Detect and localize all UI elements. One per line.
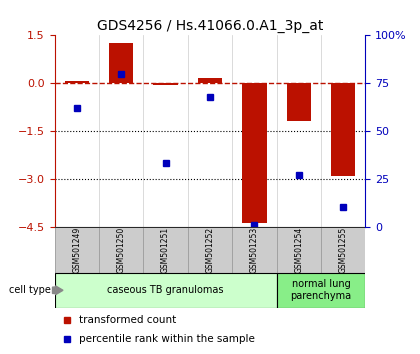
Bar [188,227,232,273]
Bar [331,83,355,176]
Bar [109,44,134,83]
Text: GSM501250: GSM501250 [117,227,126,273]
Bar [242,83,267,223]
Bar [198,79,222,83]
Title: GDS4256 / Hs.41066.0.A1_3p_at: GDS4256 / Hs.41066.0.A1_3p_at [97,19,323,33]
Text: normal lung
parenchyma: normal lung parenchyma [291,279,352,301]
Text: GSM501252: GSM501252 [205,227,215,273]
Text: GSM501255: GSM501255 [339,227,348,273]
Text: percentile rank within the sample: percentile rank within the sample [79,333,255,344]
Bar [143,227,188,273]
Text: cell type: cell type [8,285,50,295]
Bar [55,227,99,273]
Text: GSM501254: GSM501254 [294,227,303,273]
Bar [232,227,277,273]
Text: caseous TB granulomas: caseous TB granulomas [108,285,224,295]
Bar [65,81,89,83]
Text: transformed count: transformed count [79,315,177,325]
Bar [286,83,311,121]
Bar [277,227,321,273]
Bar [277,273,365,308]
Bar [99,227,143,273]
Text: GSM501249: GSM501249 [72,227,81,273]
Text: GSM501253: GSM501253 [250,227,259,273]
Bar [321,227,365,273]
Bar [153,83,178,85]
Bar [55,273,277,308]
Text: GSM501251: GSM501251 [161,227,170,273]
